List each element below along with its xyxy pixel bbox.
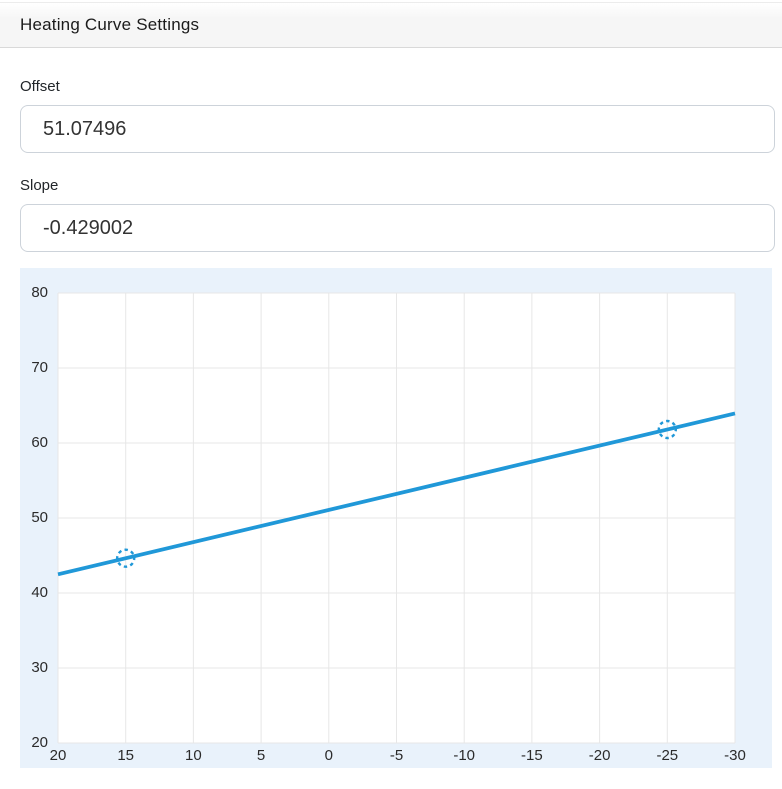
heating-curve-line <box>57 411 736 577</box>
y-tick-label: 70 <box>31 359 48 376</box>
panel-header: Heating Curve Settings <box>0 2 782 48</box>
settings-form: Offset Slope 8070605040302020151050-5-10… <box>0 78 782 768</box>
x-tick-label: 10 <box>185 747 202 764</box>
heating-curve-chart[interactable] <box>20 268 772 768</box>
offset-label: Offset <box>20 78 60 95</box>
x-tick-label: -15 <box>521 747 543 764</box>
x-tick-label: -30 <box>724 747 746 764</box>
y-tick-label: 80 <box>31 284 48 301</box>
x-tick-label: -25 <box>656 747 679 764</box>
chart-panel[interactable]: 80 70 60 50 40 30 20 20 15 10 5 0 -5 -10 -15 -20 -25 -30 <box>20 268 772 768</box>
curve-control-point[interactable] <box>657 419 677 440</box>
x-tick-label: 20 <box>49 747 67 764</box>
x-tick-label: 5 <box>256 747 266 764</box>
slope-label: Slope <box>20 177 59 194</box>
x-tick-label: -5 <box>389 747 404 764</box>
offset-input[interactable] <box>20 105 775 153</box>
page-title: Heating Curve Settings <box>20 15 200 34</box>
y-tick-label: 60 <box>31 434 48 451</box>
y-tick-label: 40 <box>31 584 48 601</box>
curve-control-point[interactable] <box>115 548 136 568</box>
x-tick-label: -20 <box>588 747 611 764</box>
y-tick-label: 30 <box>31 659 48 676</box>
x-tick-label: 15 <box>117 747 135 764</box>
heating-curve-settings-panel: Heating Curve Settings Offset Slope 80 70… <box>0 2 782 768</box>
x-tick-label: 0 <box>324 747 333 764</box>
x-tick-label: -10 <box>453 747 476 764</box>
slope-input[interactable] <box>20 204 775 252</box>
y-tick-label: 50 <box>31 509 48 526</box>
y-tick-label: 20 <box>31 734 48 751</box>
